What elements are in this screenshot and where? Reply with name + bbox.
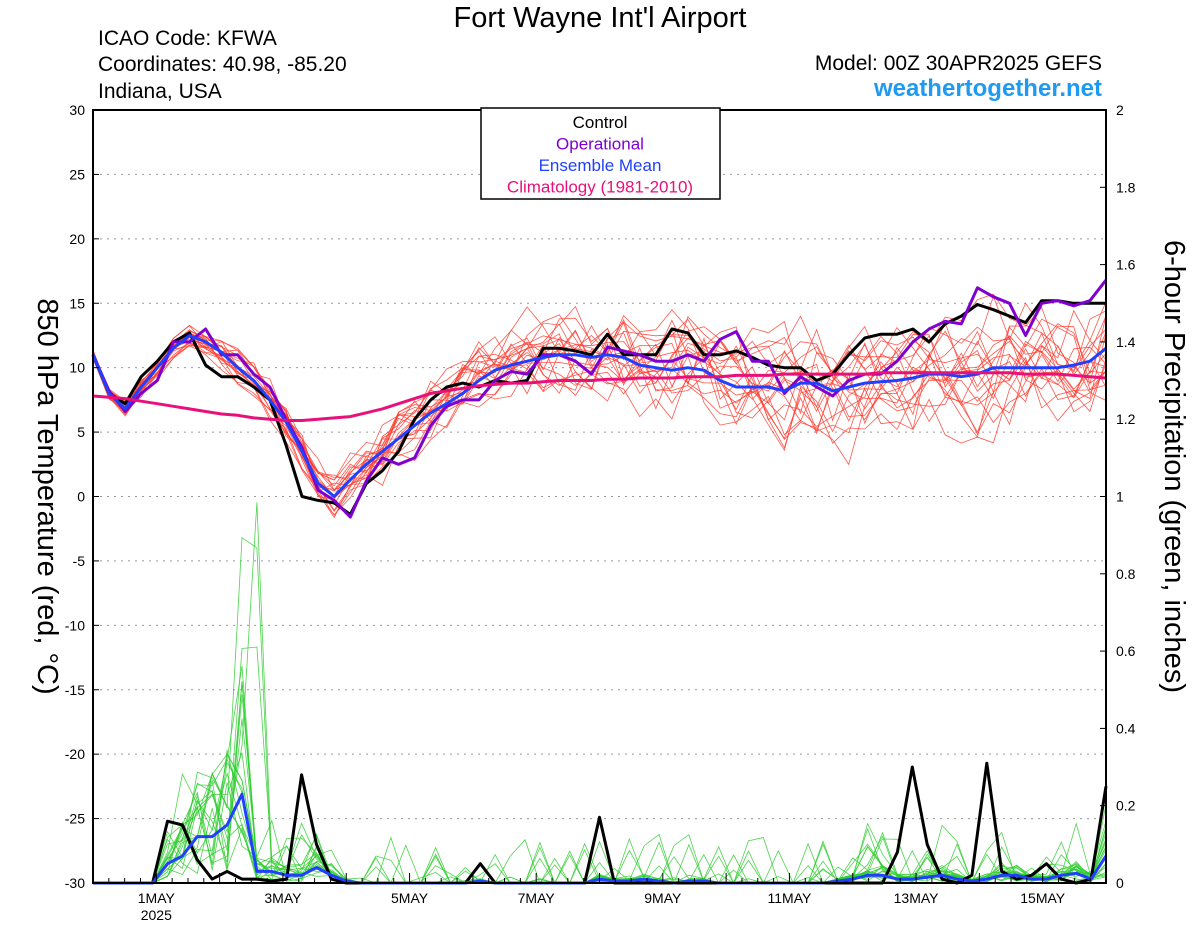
- right-tick-label: 0.4: [1116, 720, 1136, 736]
- left-tick-label: -10: [65, 617, 85, 633]
- right-axis-title: 6-hour Precipitation (green, inches): [1158, 240, 1190, 693]
- x-tick-label: 3MAY: [264, 890, 302, 906]
- left-tick-label: 20: [69, 231, 85, 247]
- control-temp-line: [91, 299, 1106, 516]
- legend-entry: Control: [573, 113, 628, 132]
- left-tick-label: -5: [73, 553, 86, 569]
- right-tick-label: 0.2: [1116, 798, 1136, 814]
- right-tick-label: 0.6: [1116, 643, 1136, 659]
- right-tick-label: 0.8: [1116, 566, 1136, 582]
- legend-box: [480, 107, 721, 200]
- climatology-temp-line: [92, 371, 1107, 422]
- right-tick-label: 1.6: [1116, 257, 1136, 273]
- right-tick-label: 1.2: [1116, 411, 1136, 427]
- legend-entry: Climatology (1981-2010): [507, 178, 693, 197]
- temp-member-line: [92, 309, 1107, 481]
- left-tick-label: 15: [69, 295, 85, 311]
- right-tick-label: 1.8: [1116, 179, 1136, 195]
- precip-member-line: [93, 681, 1107, 884]
- precip-member-line: [93, 772, 1107, 884]
- x-tick-label: 11MAY: [768, 890, 812, 906]
- precip-member-line: [93, 502, 1107, 884]
- region: Indiana, USA: [98, 80, 222, 103]
- temp-member-line: [92, 330, 1107, 487]
- model-run: Model: 00Z 30APR2025 GEFS: [814, 52, 1102, 75]
- right-tick-label: 0: [1116, 875, 1124, 891]
- x-tick-label: 7MAY: [518, 890, 556, 906]
- left-tick-label: -15: [65, 682, 85, 698]
- left-axis-title: 850 hPa Temperature (red, °C): [31, 298, 63, 694]
- precip-member-line: [93, 771, 1107, 884]
- left-tick-label: -25: [65, 811, 85, 827]
- temp-member-line: [92, 326, 1107, 491]
- legend-entry: Operational: [556, 135, 644, 154]
- left-tick-label: 10: [69, 360, 85, 376]
- precip-member-line: [93, 771, 1107, 884]
- x-tick-label: 13MAY: [894, 890, 940, 906]
- left-tick-label: -20: [65, 746, 85, 762]
- x-tick-label: 1MAY: [138, 890, 176, 906]
- legend-entry: Ensemble Mean: [539, 156, 662, 175]
- x-tick-label: 9MAY: [644, 890, 682, 906]
- x-tick-sublabel: 2025: [141, 907, 172, 923]
- right-tick-label: 1: [1116, 489, 1124, 505]
- x-tick-label: 15MAY: [1020, 890, 1066, 906]
- temp-member-line: [92, 315, 1107, 490]
- precip-member-line: [93, 646, 1107, 884]
- temp-member-line: [92, 293, 1107, 482]
- site-link[interactable]: weathertogether.net: [873, 75, 1102, 102]
- control-precip-line: [93, 761, 1108, 885]
- coordinates: Coordinates: 40.98, -85.20: [98, 53, 347, 76]
- left-tick-label: 0: [77, 489, 85, 505]
- right-tick-label: 1.4: [1116, 334, 1136, 350]
- left-tick-label: 30: [69, 102, 85, 118]
- chart-title: Fort Wayne Int'l Airport: [453, 2, 747, 34]
- right-tick-label: 2: [1116, 102, 1124, 118]
- x-tick-label: 5MAY: [391, 890, 429, 906]
- precip-member-line: [93, 771, 1107, 884]
- precip-member-line: [93, 681, 1107, 884]
- icao-code: ICAO Code: KFWA: [98, 27, 277, 50]
- operational-temp-line: [91, 279, 1108, 519]
- left-tick-label: 5: [77, 424, 85, 440]
- left-tick-label: 25: [69, 166, 85, 182]
- left-tick-label: -30: [65, 875, 85, 891]
